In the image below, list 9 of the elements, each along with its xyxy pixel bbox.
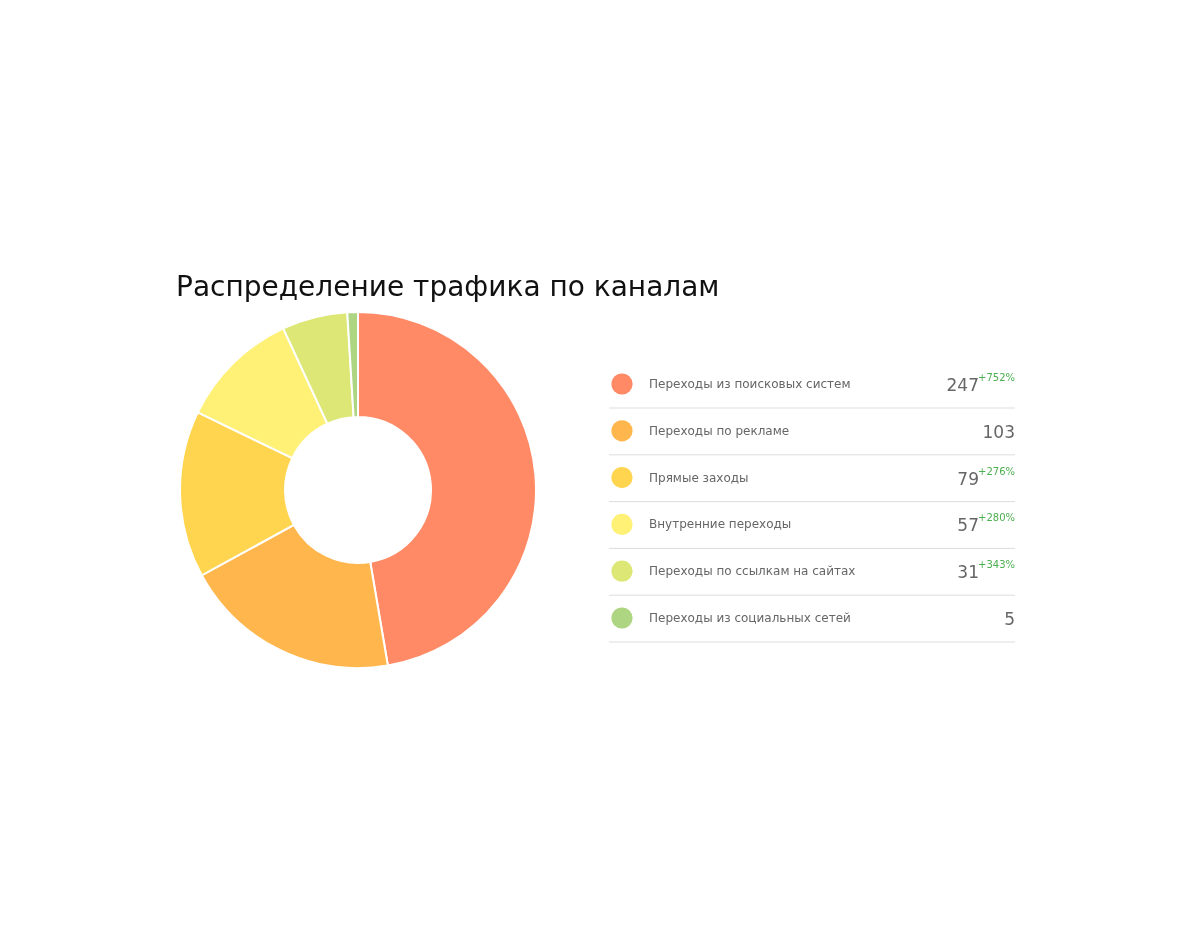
chart-title: Распределение трафика по каналам bbox=[176, 270, 720, 303]
data-label: 5 bbox=[1004, 609, 1015, 629]
legend-label: Переходы по ссылкам на сайтах bbox=[649, 564, 856, 579]
legend-label: Прямые заходы bbox=[649, 470, 749, 485]
legend-label: Переходы из социальных сетей bbox=[649, 611, 851, 625]
data-label: 103 bbox=[982, 421, 1015, 442]
legend-label: Переходы из поисковых систем bbox=[649, 377, 851, 391]
legend-label: Переходы по рекламе bbox=[649, 423, 790, 438]
legend-label: Внутренние переходы bbox=[649, 517, 792, 532]
